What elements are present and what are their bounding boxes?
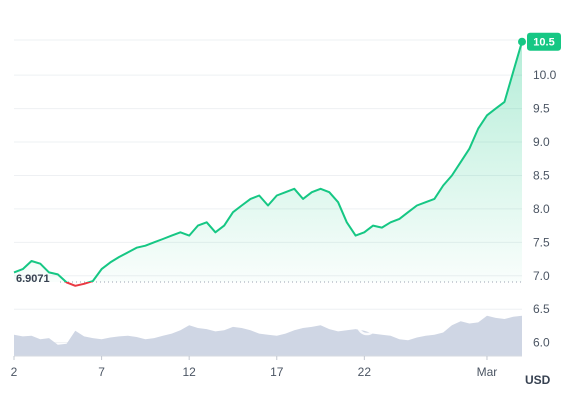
price-line-up bbox=[13, 41, 523, 282]
y-tick-label: 7.0 bbox=[533, 269, 550, 283]
baseline-label: 6.9071 bbox=[16, 273, 50, 285]
last-price-label: 10.5 bbox=[533, 37, 554, 49]
coinmarketcap-logo-icon bbox=[356, 314, 378, 336]
watermark: CoinMa bbox=[356, 314, 445, 336]
x-tick-label: 2 bbox=[11, 365, 18, 379]
area-fill-shape bbox=[14, 41, 522, 282]
last-price-dot bbox=[518, 37, 526, 46]
x-tick-label: 7 bbox=[98, 365, 105, 379]
x-tick-label: 17 bbox=[270, 365, 284, 379]
price-area-fill bbox=[14, 41, 522, 282]
y-tick-label: 7.5 bbox=[533, 235, 550, 249]
x-axis: 2 7 12 17 22 Mar bbox=[11, 355, 522, 379]
y-tick-label: 6.0 bbox=[533, 336, 550, 350]
volume-shape bbox=[14, 315, 522, 356]
last-price-badge-bg bbox=[527, 32, 561, 51]
x-tick-label: 22 bbox=[358, 365, 372, 379]
y-axis: 6.0 6.5 7.0 7.5 8.0 8.5 9.0 9.5 10.0 bbox=[533, 68, 557, 349]
y-tick-label: 9.5 bbox=[533, 102, 550, 116]
price-line bbox=[13, 41, 523, 287]
volume-area bbox=[14, 315, 522, 356]
x-tick-label: Mar bbox=[477, 365, 498, 379]
x-tick-label: 12 bbox=[182, 365, 196, 379]
watermark-text: CoinMa bbox=[383, 316, 445, 335]
y-tick-label: 9.0 bbox=[533, 135, 550, 149]
last-price-badge: 10.5 bbox=[527, 32, 561, 51]
y-tick-label: 8.5 bbox=[533, 168, 550, 182]
y-tick-label: 10.0 bbox=[533, 68, 557, 82]
currency-label: USD bbox=[525, 373, 551, 387]
y-tick-label: 8.0 bbox=[533, 202, 550, 216]
y-tick-label: 6.5 bbox=[533, 302, 550, 316]
